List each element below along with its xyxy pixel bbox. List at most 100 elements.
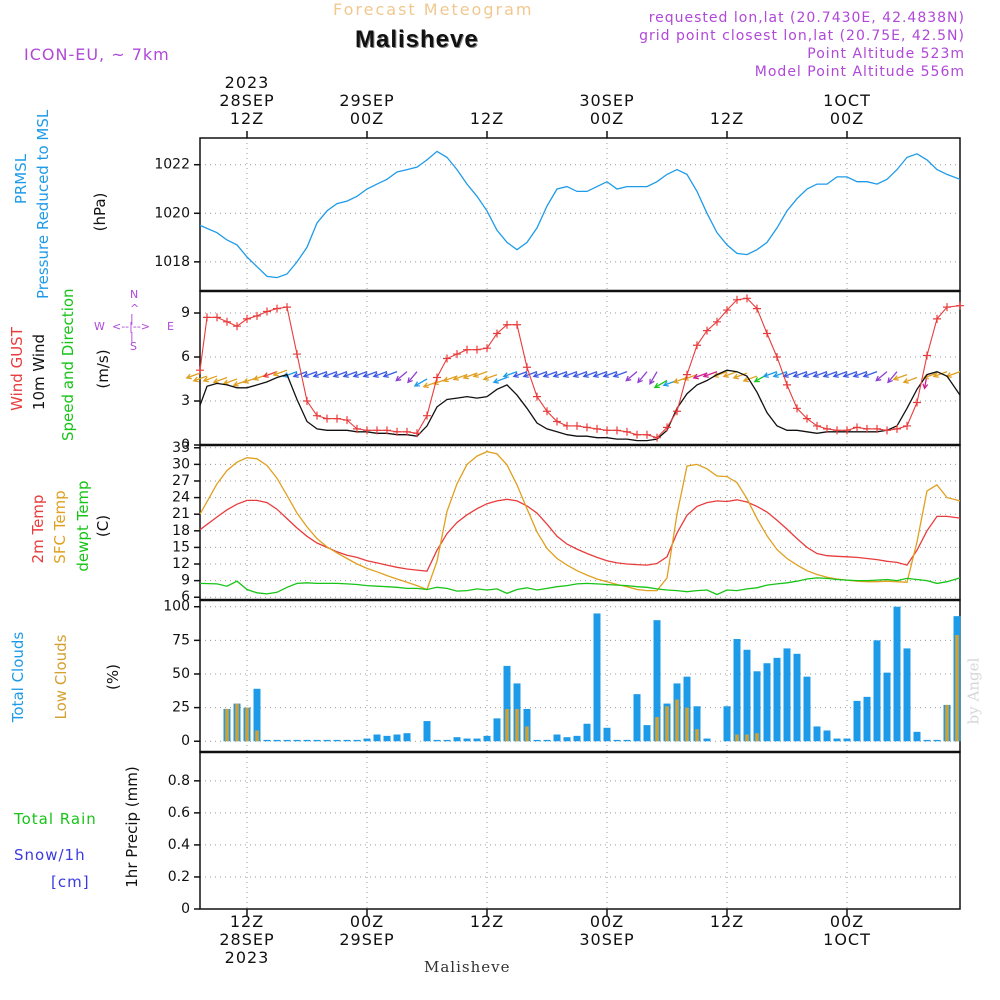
bottom-time-label-line: 12Z — [229, 912, 265, 931]
wind-gust-marker — [443, 354, 451, 363]
wind-direction-arrowhead — [662, 381, 669, 387]
wind-direction-arrow — [803, 371, 818, 378]
wind-direction-arrowhead — [342, 372, 349, 378]
wind-direction-arrow — [583, 371, 598, 378]
total-cloud-bar — [653, 620, 661, 742]
wind-direction-arrowhead — [592, 372, 599, 378]
wind-gust-marker — [333, 414, 341, 423]
wind-direction-arrow — [523, 371, 538, 378]
wind-gust-marker — [873, 424, 881, 433]
wind-direction-arrowhead — [232, 381, 239, 387]
wind-gust-marker — [813, 421, 821, 430]
wind-gust-marker — [693, 341, 701, 350]
y-tick-label: 1020 — [154, 205, 190, 221]
top-time-label: 30SEP 00Z — [567, 92, 647, 128]
top-time-label-line: 12Z — [709, 109, 745, 128]
wind-direction-arrow — [443, 375, 458, 382]
wind-direction-arrow — [783, 371, 798, 378]
total-cloud-bar — [803, 676, 811, 742]
wind-direction-arrow — [395, 371, 408, 382]
wind-direction-arrow — [533, 371, 548, 378]
wind-direction-arrowhead — [722, 372, 729, 378]
wind-direction-arrowhead — [902, 378, 909, 384]
bottom-time-label: 00Z 29SEP — [327, 913, 407, 949]
bottom-time-label: 12Z 28SEP 2023 — [207, 913, 287, 967]
wind-direction-arrow — [723, 371, 738, 378]
wind-gust-marker — [223, 317, 231, 326]
panel-frame — [199, 444, 961, 601]
low-cloud-bar — [755, 733, 759, 742]
snow-unit-label: [cm] — [51, 873, 90, 891]
total-cloud-bar — [253, 688, 261, 742]
wind-direction-arrowhead — [292, 372, 299, 378]
point-altitude: Point Altitude 523m — [807, 46, 965, 62]
total-cloud-bar — [333, 739, 341, 742]
total-cloud-bar — [263, 739, 271, 742]
low-cloud-bar — [505, 708, 509, 742]
wind-gust-marker — [753, 304, 761, 313]
snow-label: Snow/1h — [14, 846, 86, 864]
total-rain-label: Total Rain — [14, 810, 97, 828]
wind-direction-arrowhead — [442, 376, 449, 383]
total-cloud-bar — [303, 739, 311, 742]
wind-gust-marker — [663, 423, 671, 432]
wind-direction-arrow — [414, 378, 428, 387]
total-cloud-bar — [913, 731, 921, 742]
wind-gust-marker — [393, 427, 401, 436]
total-cloud-bar — [893, 606, 901, 742]
y-tick-label: 75 — [172, 632, 190, 648]
low-cloud-bar — [225, 708, 229, 742]
wind-direction-arrow — [363, 371, 378, 378]
total-cloud-bar — [433, 739, 441, 742]
wind-gust-marker — [743, 294, 751, 303]
wind-gust-marker — [583, 423, 591, 432]
total-cloud-bar — [613, 739, 621, 742]
wind-gust-marker — [353, 424, 361, 433]
compass-s: S — [130, 340, 137, 353]
total-cloud-bar — [843, 738, 851, 742]
wind-gust-marker — [373, 426, 381, 435]
top-time-label: 12Z — [447, 110, 527, 128]
wind-direction-arrow — [654, 379, 668, 389]
wind-direction-arrow — [323, 371, 338, 378]
wind-direction-arrowhead — [413, 381, 420, 387]
compass-w: W — [94, 320, 105, 333]
low-cloud-bar — [235, 703, 239, 742]
wind-gust-marker — [733, 295, 741, 304]
bottom-time-label-line: 00Z — [829, 912, 865, 931]
wind-direction-arrowhead — [492, 378, 499, 384]
wind-gust-marker — [723, 306, 731, 315]
wind-gust-marker — [903, 421, 911, 430]
wind-direction-arrow — [313, 371, 328, 378]
total-cloud-bar — [493, 718, 501, 742]
y-tick-label: 25 — [172, 700, 190, 716]
wind-direction-arrow — [887, 371, 898, 383]
wind-direction-arrowhead — [552, 372, 559, 378]
wind-gust-marker — [273, 304, 281, 313]
y-tick-label: 12 — [172, 556, 190, 572]
wind-gust-marker — [643, 430, 651, 439]
y-tick-label: 18 — [172, 523, 190, 539]
dewpt-line — [199, 577, 961, 596]
wind-direction-arrow — [563, 371, 578, 378]
wind-direction-arrow — [637, 371, 648, 383]
y-tick-label: 9 — [181, 573, 190, 589]
total-cloud-bar — [523, 708, 531, 742]
top-time-label-line: 00Z — [349, 109, 385, 128]
total-cloud-bar — [443, 739, 451, 742]
wind-direction-arrowhead — [625, 375, 632, 382]
low-cloud-bar — [745, 734, 749, 742]
wind-direction-arrowhead — [512, 372, 519, 378]
panel-frame — [199, 137, 961, 292]
wind-gust-marker — [823, 424, 831, 433]
wind-gust-marker — [956, 301, 964, 310]
total-cloud-bar — [373, 734, 381, 742]
total-cloud-bar — [353, 739, 361, 742]
total-cloud-bar — [633, 694, 641, 742]
wind-gust-marker — [623, 427, 631, 436]
top-time-label-line: 00Z — [829, 109, 865, 128]
wind-gust-marker — [253, 311, 261, 320]
wind-gust-marker — [613, 426, 621, 435]
total-cloud-bar — [883, 672, 891, 742]
y-tick-label: 3 — [181, 393, 190, 409]
